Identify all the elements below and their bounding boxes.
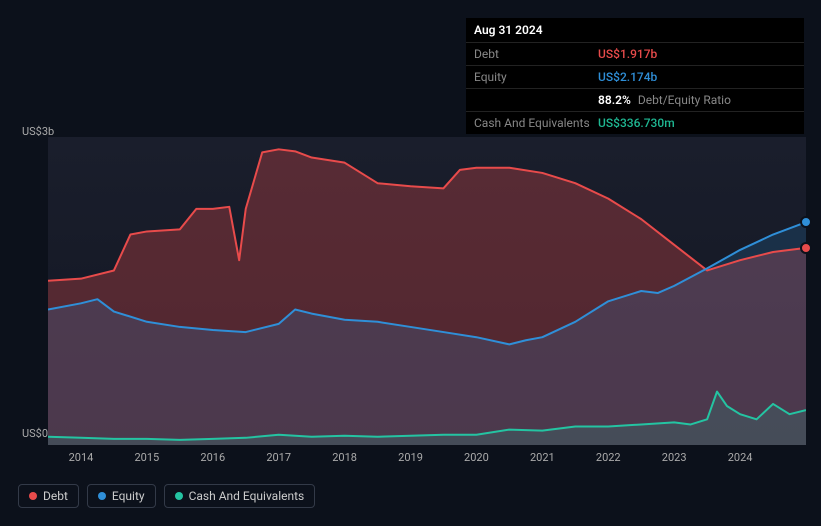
x-tick: 2019 — [398, 451, 423, 464]
tooltip-label-cash: Cash And Equivalents — [474, 116, 598, 130]
chart-container: US$3b US$0 20142015201620172018201920202… — [16, 125, 806, 443]
series-end-dot-equity — [800, 216, 812, 228]
tooltip-label-debt: Debt — [474, 47, 598, 61]
tooltip-value-debt: US$1.917b — [598, 47, 657, 61]
tooltip-label-ratio — [474, 93, 598, 107]
y-axis-min-label: US$0 — [22, 427, 48, 440]
tooltip-row-equity: Equity US$2.174b — [466, 66, 804, 89]
legend-item-equity[interactable]: Equity — [87, 484, 156, 508]
tooltip-row-cash: Cash And Equivalents US$336.730m — [466, 112, 804, 134]
legend-dot-equity — [98, 492, 106, 500]
x-tick: 2022 — [596, 451, 621, 464]
legend-item-cash[interactable]: Cash And Equivalents — [164, 484, 316, 508]
x-tick: 2021 — [530, 451, 555, 464]
legend-label-equity: Equity — [112, 489, 145, 503]
tooltip-value-cash: US$336.730m — [598, 116, 675, 130]
tooltip-date: Aug 31 2024 — [466, 18, 804, 43]
legend: Debt Equity Cash And Equivalents — [18, 484, 315, 508]
legend-label-cash: Cash And Equivalents — [189, 489, 305, 503]
tooltip-ratio-suffix: Debt/Equity Ratio — [638, 93, 731, 107]
x-tick: 2024 — [728, 451, 753, 464]
x-tick: 2018 — [332, 451, 357, 464]
tooltip-row-ratio: 88.2% Debt/Equity Ratio — [466, 89, 804, 112]
x-tick: 2014 — [69, 451, 94, 464]
x-tick: 2017 — [266, 451, 291, 464]
chart-plot-area[interactable] — [48, 137, 806, 445]
x-tick: 2023 — [662, 451, 687, 464]
tooltip-panel: Aug 31 2024 Debt US$1.917b Equity US$2.1… — [466, 18, 804, 134]
tooltip-value-equity: US$2.174b — [598, 70, 657, 84]
x-tick: 2015 — [134, 451, 159, 464]
tooltip-value-ratio: 88.2% Debt/Equity Ratio — [598, 93, 731, 107]
legend-dot-cash — [175, 492, 183, 500]
legend-item-debt[interactable]: Debt — [18, 484, 79, 508]
legend-label-debt: Debt — [43, 489, 68, 503]
tooltip-row-debt: Debt US$1.917b — [466, 43, 804, 66]
x-axis: 2014 2015 2016 2017 2018 2019 2020 2021 2022 2023… — [48, 451, 806, 467]
x-tick: 2016 — [200, 451, 225, 464]
tooltip-label-equity: Equity — [474, 70, 598, 84]
legend-dot-debt — [29, 492, 37, 500]
tooltip-ratio-percent: 88.2% — [598, 93, 631, 107]
series-end-dot-debt — [800, 242, 812, 254]
x-tick: 2020 — [464, 451, 489, 464]
